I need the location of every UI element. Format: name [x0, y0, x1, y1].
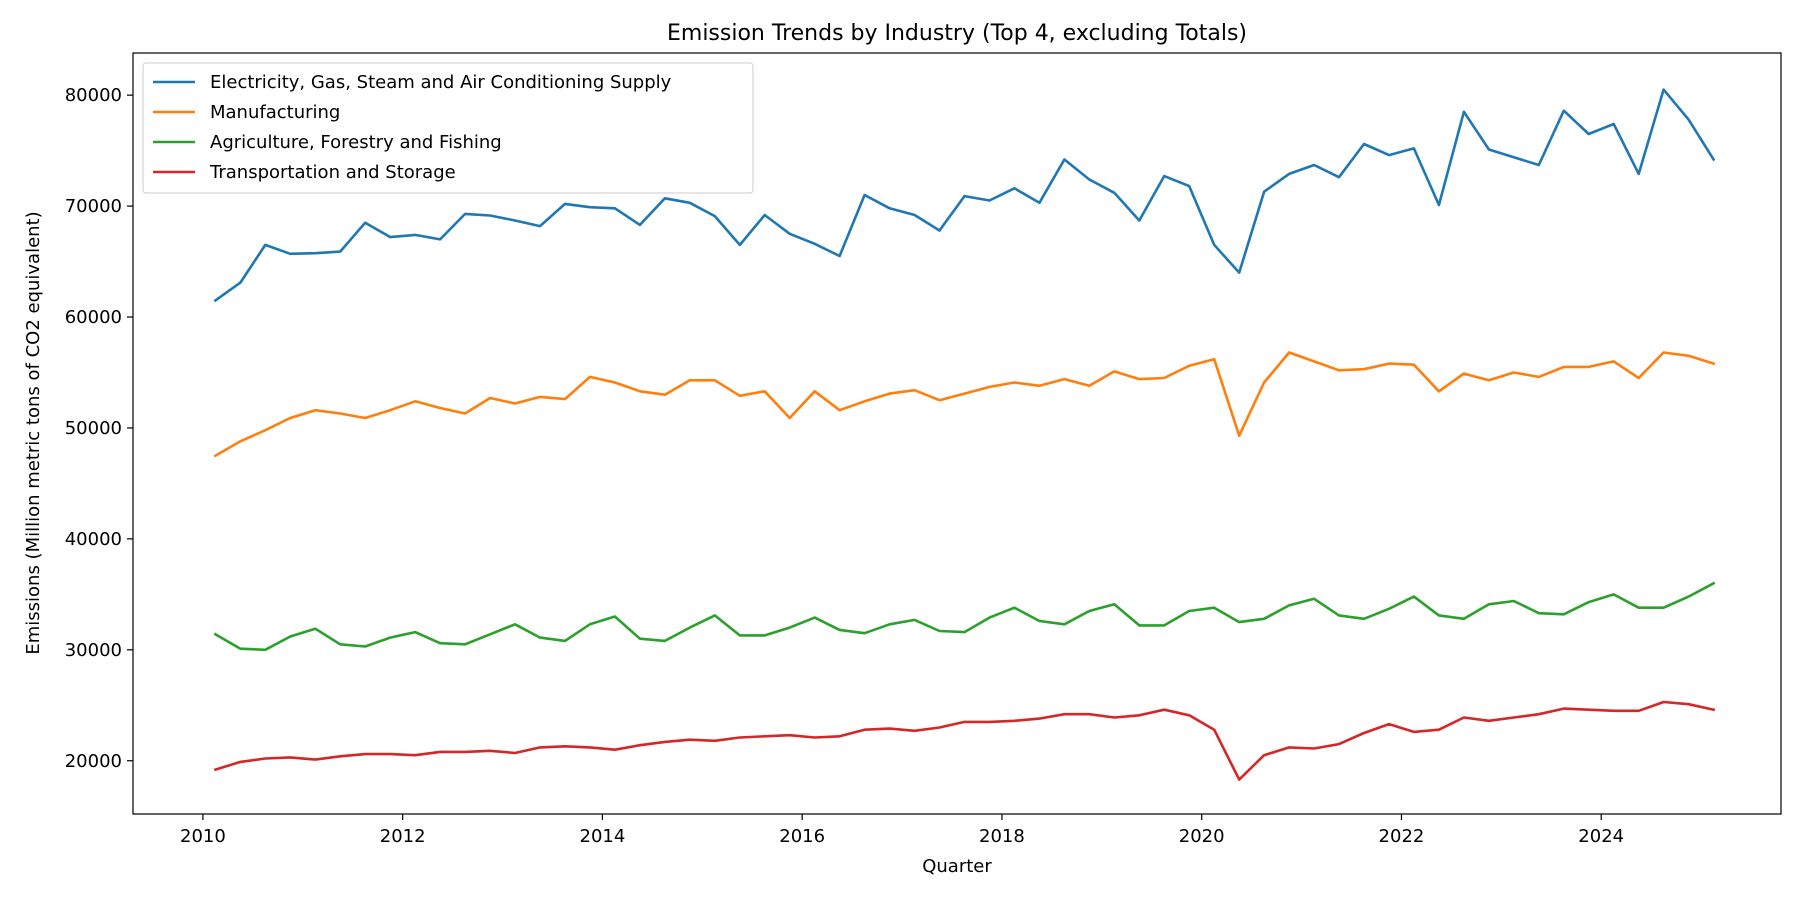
series-line-2	[213, 351, 1716, 458]
x-axis-label: Quarter	[922, 856, 992, 877]
x-tick-label: 2016	[779, 826, 825, 847]
series-lines	[213, 88, 1716, 781]
y-axis-label: Emissions (Million metric tons of CO2 eq…	[23, 211, 44, 654]
y-tick-label: 80000	[65, 85, 122, 106]
x-tick-label: 2010	[180, 826, 226, 847]
legend-box	[142, 62, 754, 194]
x-tick-label: 2020	[1179, 826, 1225, 847]
legend-label-2: Manufacturing	[210, 102, 340, 123]
x-tick-label: 2012	[380, 826, 426, 847]
y-tick-label: 60000	[65, 307, 122, 328]
y-tick-label: 50000	[65, 418, 122, 439]
legend: Electricity, Gas, Steam and Air Conditio…	[142, 62, 754, 194]
series-line-3	[213, 581, 1716, 652]
y-axis-ticks: 20000 30000 40000 50000 60000 70000 80000	[65, 85, 133, 772]
plot-frame	[132, 52, 1782, 815]
y-tick-label: 70000	[65, 196, 122, 217]
legend-label-3: Agriculture, Forestry and Fishing	[210, 132, 502, 153]
series-line-1	[213, 88, 1716, 303]
x-tick-label: 2018	[979, 826, 1025, 847]
legend-label-1: Electricity, Gas, Steam and Air Conditio…	[210, 72, 672, 93]
chart-title: Emission Trends by Industry (Top 4, excl…	[667, 21, 1247, 46]
series-line-4	[213, 700, 1716, 781]
plot-area	[132, 52, 1782, 815]
y-tick-label: 30000	[65, 640, 122, 661]
x-axis-ticks: 2010 2012 2014 2016 2018 2020 2022 2024	[180, 814, 1624, 847]
x-tick-label: 2024	[1578, 826, 1624, 847]
legend-label-4: Transportation and Storage	[209, 162, 456, 183]
x-tick-label: 2022	[1379, 826, 1425, 847]
y-tick-label: 20000	[65, 751, 122, 772]
x-tick-label: 2014	[580, 826, 626, 847]
y-tick-label: 40000	[65, 529, 122, 550]
